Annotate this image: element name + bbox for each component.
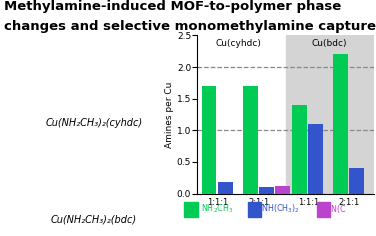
Bar — [349, 168, 364, 194]
Text: Cu(NH₂CH₃)₂(bdc): Cu(NH₂CH₃)₂(bdc) — [51, 215, 137, 225]
Bar — [286, 35, 374, 194]
Bar — [218, 182, 233, 194]
Text: $\mathrm{:\ N(C}$: $\mathrm{:\ N(C}$ — [322, 203, 347, 215]
Bar — [247, 202, 261, 217]
Bar — [184, 202, 198, 217]
Bar — [259, 187, 274, 194]
Text: Methylamine-induced MOF-to-polymer phase: Methylamine-induced MOF-to-polymer phase — [4, 0, 341, 13]
Bar — [292, 105, 307, 194]
Bar — [243, 86, 258, 194]
Text: Cu(NH₂CH₃)₂(cyhdc): Cu(NH₂CH₃)₂(cyhdc) — [45, 118, 143, 128]
Bar — [333, 54, 348, 194]
Text: Cu(bdc): Cu(bdc) — [311, 38, 347, 48]
Y-axis label: Amines per Cu: Amines per Cu — [165, 81, 174, 148]
Text: changes and selective monomethylamine capture: changes and selective monomethylamine ca… — [4, 20, 376, 33]
Bar — [308, 124, 323, 194]
Bar — [202, 86, 217, 194]
Text: $\mathrm{:\ NH(CH_3)_2}$: $\mathrm{:\ NH(CH_3)_2}$ — [253, 203, 300, 215]
Text: $\mathrm{NH_2CH_3}$: $\mathrm{NH_2CH_3}$ — [202, 203, 234, 215]
Bar — [317, 202, 330, 217]
Bar — [275, 186, 290, 194]
Text: Cu(cyhdc): Cu(cyhdc) — [215, 38, 261, 48]
